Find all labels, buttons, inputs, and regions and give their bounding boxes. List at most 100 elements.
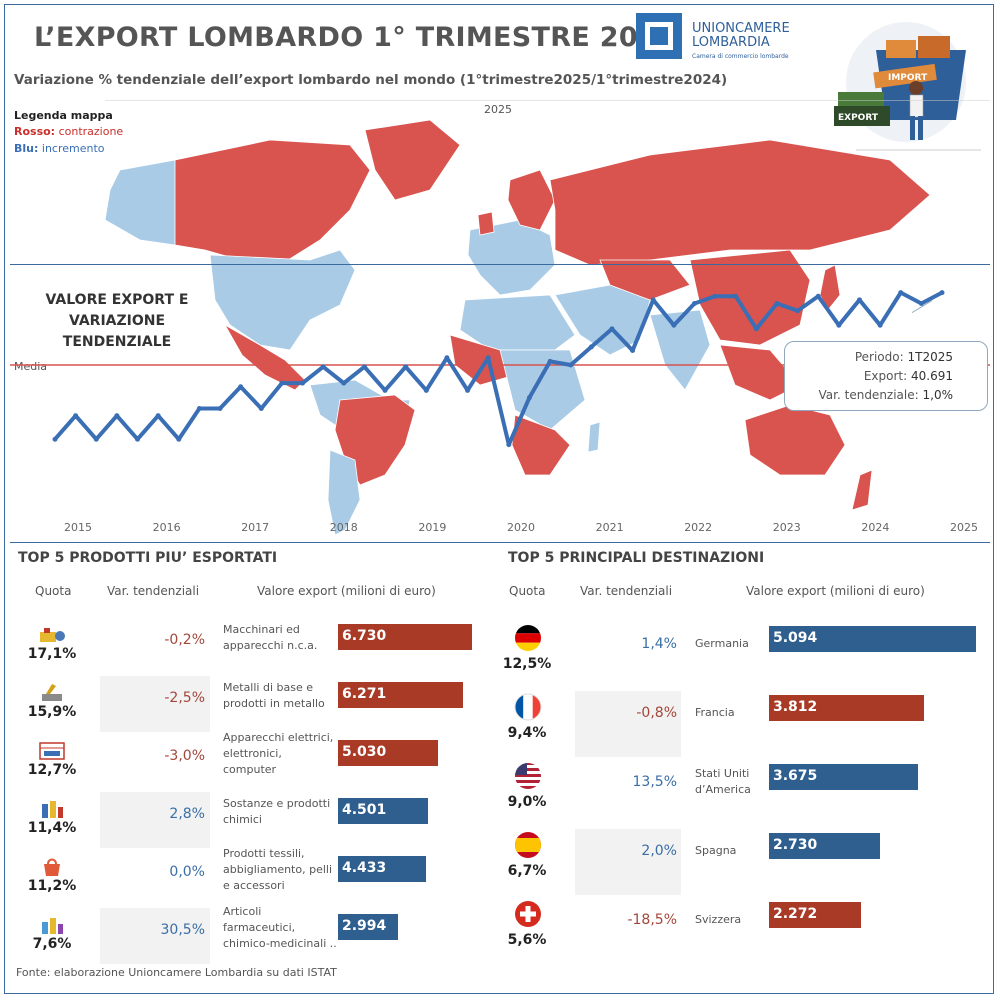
line-point[interactable] [691,300,697,306]
var-tendenziale-value: -0,2% [164,632,205,648]
x-axis-year-label: 2020 [507,521,535,534]
value-bar[interactable]: 2.730 [769,833,880,859]
line-point[interactable] [465,387,471,393]
map-south-america-south[interactable] [327,449,361,536]
line-point[interactable] [588,344,594,350]
map-southern-africa[interactable] [511,414,571,476]
line-point[interactable] [176,436,182,442]
tooltip-period: Periodo: 1T2025 [785,348,953,367]
category-label-line: Articoli [223,905,262,918]
quota-value: 9,4% [507,725,547,741]
dest-col-var: Var. tendenziali [580,584,673,598]
map-usa[interactable] [209,249,356,351]
line-point[interactable] [939,290,945,296]
line-point[interactable] [300,380,306,386]
map-scandinavia[interactable] [507,169,556,231]
line-point[interactable] [320,364,326,370]
line-point[interactable] [506,442,512,448]
line-point[interactable] [423,387,429,393]
map-legend-blue: Blu: incremento [14,142,105,155]
value-bar[interactable]: 6.730 [338,624,472,650]
map-central-asia[interactable] [599,259,691,301]
map-china[interactable] [689,249,811,346]
category-label-line: e accessori [223,879,285,892]
line-point[interactable] [382,387,388,393]
x-axis-year-label: 2021 [596,521,624,534]
value-bar[interactable]: 3.675 [769,764,918,790]
illustration-import-text: IMPORT [888,73,928,83]
products-col-value: Valore export (milioni di euro) [257,584,436,598]
row-background [575,691,681,757]
map-japan[interactable] [819,264,841,311]
tooltip-period-label: Periodo: [854,350,904,364]
category-label-line: Prodotti tessili, [223,847,305,860]
map-madagascar[interactable] [587,421,601,453]
line-point[interactable] [836,322,842,328]
switzerland-flag-icon [514,900,542,932]
x-axis-year-label: 2023 [773,521,801,534]
line-point[interactable] [279,380,285,386]
line-point[interactable] [526,395,532,401]
line-point[interactable] [609,326,615,332]
line-point[interactable] [403,364,409,370]
line-point[interactable] [815,293,821,299]
line-point[interactable] [898,290,904,296]
line-point[interactable] [93,436,99,442]
line-point[interactable] [712,293,718,299]
line-point[interactable] [485,355,491,361]
source-note: Fonte: elaborazione Unioncamere Lombardi… [16,966,337,979]
value-bar[interactable]: 6.271 [338,682,463,708]
map-uk[interactable] [477,211,495,236]
quota-value: 11,2% [27,878,77,894]
line-point[interactable] [795,308,801,314]
category-label: Spagna [695,843,770,859]
value-bar[interactable]: 4.501 [338,798,428,824]
line-point[interactable] [444,355,450,361]
line-point[interactable] [217,405,223,411]
page-title: L’EXPORT LOMBARDO 1° TRIMESTRE 2025 [34,22,677,53]
legend-blue-key: Blu: [14,142,39,155]
value-bar[interactable]: 4.433 [338,856,426,882]
usa-flag-icon [514,762,542,794]
line-point[interactable] [135,436,141,442]
line-point[interactable] [155,413,161,419]
value-bar[interactable]: 5.094 [769,626,976,652]
map-russia[interactable] [549,139,931,266]
map-alaska[interactable] [104,159,176,246]
value-bar[interactable]: 3.812 [769,695,924,721]
line-point[interactable] [774,300,780,306]
line-point[interactable] [630,348,636,354]
line-point[interactable] [547,358,553,364]
line-point[interactable] [650,297,656,303]
category-label: Prodotti tessili, abbigliamento, pelli e a… [223,846,341,894]
line-point[interactable] [733,293,739,299]
line-point[interactable] [114,413,120,419]
line-point[interactable] [856,297,862,303]
line-point[interactable] [52,436,58,442]
value-bar[interactable]: 5.030 [338,740,438,766]
map-central-africa[interactable] [499,349,586,431]
map-west-africa[interactable] [449,334,516,386]
value-bar[interactable]: 2.272 [769,902,861,928]
value-bar[interactable]: 2.994 [338,914,398,940]
line-point[interactable] [73,413,79,419]
var-tendenziale-value: 1,4% [641,636,677,652]
line-point[interactable] [877,322,883,328]
bar-value-label: 2.272 [773,906,818,922]
line-point[interactable] [258,405,264,411]
products-col-var: Var. tendenziali [107,584,200,598]
map-greenland[interactable] [364,119,461,201]
line-point[interactable] [671,322,677,328]
map-india[interactable] [649,309,711,391]
line-point[interactable] [753,326,759,332]
line-point[interactable] [361,364,367,370]
line-point[interactable] [568,362,574,368]
unioncamere-logo-icon [636,13,682,59]
logo-name: UNIONCAMERE LOMBARDIA [692,22,790,50]
line-point[interactable] [238,384,244,390]
line-point[interactable] [341,380,347,386]
line-point[interactable] [918,300,924,306]
bar-value-label: 2.730 [773,837,818,853]
map-new-zealand[interactable] [851,469,873,511]
line-point[interactable] [196,405,202,411]
